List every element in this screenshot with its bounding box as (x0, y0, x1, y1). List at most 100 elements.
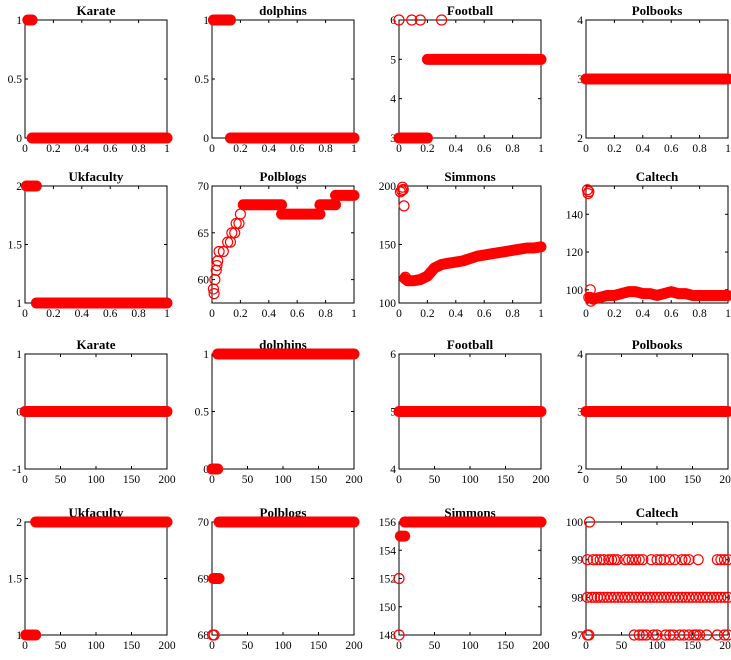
data-point (436, 14, 448, 26)
data-point (662, 591, 674, 603)
data-marks (20, 180, 173, 309)
data-point (605, 591, 617, 603)
data-point (583, 186, 595, 198)
y-tick-label: 4 (577, 15, 583, 27)
x-tick-label: 0.2 (607, 308, 622, 320)
data-marks (207, 14, 360, 144)
x-tick-label: 200 (532, 640, 550, 652)
data-point (234, 208, 246, 220)
data-point (208, 629, 220, 641)
x-tick-label: 0 (396, 143, 402, 155)
x-tick-label: 0.8 (505, 308, 520, 320)
y-tick-label: 150 (379, 240, 397, 252)
panel-football-2: Football 0 0.2 0.4 0.6 0.8 1 3 4 5 6 (390, 3, 547, 155)
x-tick-label: 0 (583, 308, 589, 320)
x-tick-label: 0.6 (477, 143, 492, 155)
x-tick-label: 200 (158, 474, 176, 486)
data-point (693, 629, 706, 641)
data-point (669, 591, 681, 603)
data-point (598, 554, 610, 566)
data-marks (207, 189, 360, 300)
data-point (393, 629, 405, 641)
data-point (715, 554, 727, 566)
y-tick-label: 60 (198, 275, 210, 287)
data-point (683, 629, 695, 641)
y-tick-label: 148 (379, 630, 397, 642)
y-tick-label: 4 (390, 94, 396, 106)
x-tick-label: 200 (158, 640, 176, 652)
data-point (603, 554, 615, 566)
panel-simmons-6: Simmons 0 0.2 0.4 0.6 0.8 1 100 150 200 (379, 169, 547, 320)
data-point (619, 554, 631, 566)
x-tick-label: 0 (22, 474, 28, 486)
y-tick-label: 0 (16, 407, 22, 419)
y-tick-label: 200 (379, 181, 397, 193)
plot-frame (211, 19, 355, 139)
x-tick-label: 0 (209, 640, 215, 652)
data-point (217, 245, 229, 258)
x-tick-label: 50 (55, 474, 67, 486)
x-tick-label: 0 (583, 640, 589, 652)
panel-caltech-7: Caltech 0 0.2 0.4 0.6 0.8 1 100 120 140 (566, 169, 731, 320)
x-tick-label: 200 (719, 474, 731, 486)
panel-title: Polblogs (260, 169, 307, 184)
y-tick-label: 3 (577, 74, 583, 86)
data-marks (394, 181, 547, 287)
x-tick-label: 200 (345, 474, 363, 486)
data-point (628, 629, 640, 641)
x-tick-label: 1 (164, 308, 170, 320)
x-tick-label: 150 (684, 474, 702, 486)
data-point (672, 591, 684, 603)
data-marks (581, 516, 731, 641)
plot-frame (398, 19, 542, 139)
panel-football-10: Football 0 50 100 150 200 4 5 6 (390, 337, 550, 486)
y-tick-label: 5 (390, 407, 396, 419)
data-point (722, 591, 731, 603)
y-tick-label: 1 (16, 298, 22, 310)
x-tick-label: 0.4 (636, 308, 651, 320)
data-point (398, 200, 410, 212)
x-tick-label: 150 (123, 474, 141, 486)
data-point (583, 629, 595, 641)
data-point (594, 554, 606, 566)
data-point (605, 554, 618, 566)
x-tick-label: 0.2 (46, 143, 61, 155)
x-tick-label: 100 (461, 640, 479, 652)
y-tick-label: 100 (379, 298, 397, 310)
data-point (626, 591, 638, 603)
data-point (222, 236, 234, 248)
data-point (718, 591, 731, 603)
panel-ukfaculty-4: Ukfaculty 0 0.2 0.4 0.6 0.8 1 1 1.5 2 (8, 169, 173, 320)
data-point (669, 554, 681, 566)
data-point (619, 591, 631, 603)
data-point (708, 591, 720, 603)
plot-frame (398, 521, 542, 636)
data-point (704, 591, 716, 603)
x-tick-label: 0.8 (131, 143, 146, 155)
data-point (414, 14, 426, 26)
panel-title: dolphins (259, 337, 307, 352)
x-tick-label: 0.6 (290, 143, 305, 155)
data-point (676, 591, 688, 603)
x-tick-label: 0.4 (75, 308, 90, 320)
panel-title: Caltech (636, 505, 679, 520)
data-point (715, 591, 727, 603)
x-tick-label: 1 (351, 143, 357, 155)
panel-title: Ukfaculty (69, 169, 124, 184)
y-tick-label: 1 (16, 630, 22, 642)
x-tick-label: 150 (497, 640, 515, 652)
data-point (213, 245, 225, 258)
y-tick-label: 2 (16, 517, 22, 529)
data-point (584, 284, 596, 296)
x-tick-label: 0 (209, 308, 215, 320)
data-point (645, 554, 657, 566)
data-marks (22, 14, 173, 144)
data-point (630, 591, 642, 603)
x-tick-label: 0.2 (607, 143, 622, 155)
data-point (659, 629, 672, 641)
data-point (608, 591, 621, 603)
y-tick-label: 65 (198, 228, 210, 240)
panel-title: dolphins (259, 3, 307, 18)
x-tick-label: 0.8 (692, 143, 707, 155)
data-point (722, 629, 731, 641)
